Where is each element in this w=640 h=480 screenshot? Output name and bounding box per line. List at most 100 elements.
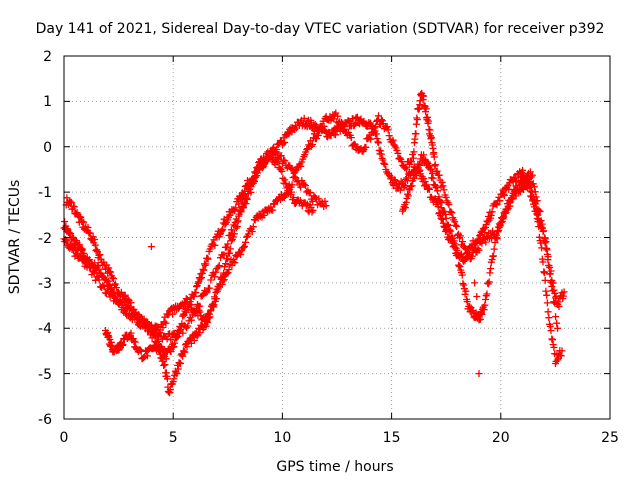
data-point [476, 315, 484, 323]
data-point [195, 329, 203, 337]
data-point [500, 192, 508, 199]
data-point [384, 126, 392, 134]
data-point [478, 239, 486, 247]
data-point [206, 313, 214, 321]
data-point [289, 167, 297, 175]
data-point [504, 202, 512, 210]
data-point [495, 227, 503, 235]
data-point [196, 275, 204, 283]
data-point [391, 176, 398, 184]
data-point [227, 237, 235, 245]
data-point [146, 323, 154, 330]
data-point [375, 112, 382, 120]
data-point [385, 132, 393, 140]
data-point [320, 122, 328, 130]
data-point [537, 239, 545, 247]
data-point [426, 165, 434, 173]
data-point [66, 197, 74, 205]
data-point [522, 183, 530, 191]
data-point [498, 217, 506, 225]
data-point [72, 249, 80, 257]
data-point [429, 174, 437, 182]
data-point [555, 303, 563, 310]
data-point [222, 220, 230, 228]
data-point [454, 252, 462, 259]
x-axis-label: GPS time / hours [276, 459, 393, 475]
data-point [174, 365, 182, 373]
data-point [211, 273, 218, 281]
data-point [434, 187, 441, 195]
data-point [545, 314, 553, 322]
data-point [95, 276, 103, 284]
data-point [278, 167, 286, 175]
data-point [196, 302, 204, 310]
data-point [307, 137, 314, 145]
y-tick-label: -4 [38, 321, 52, 337]
data-point [549, 336, 556, 344]
data-point [260, 157, 268, 165]
data-point [251, 173, 259, 181]
data-point [409, 154, 417, 162]
data-point [279, 139, 287, 147]
data-point [159, 324, 167, 331]
data-point [493, 201, 501, 209]
data-point [314, 131, 322, 139]
data-point [442, 193, 450, 201]
data-point [198, 269, 206, 277]
data-point [451, 240, 459, 248]
data-point [528, 188, 536, 196]
data-point [309, 206, 317, 214]
data-point [86, 229, 94, 237]
data-point [204, 255, 212, 263]
data-point [426, 162, 433, 170]
data-point [202, 322, 210, 330]
data-point [207, 276, 215, 284]
data-point [488, 208, 496, 216]
data-point [250, 177, 258, 185]
data-point [459, 280, 467, 288]
data-point [338, 118, 346, 126]
data-point [452, 221, 460, 229]
data-point [439, 215, 447, 223]
data-point [67, 229, 75, 237]
data-point [412, 130, 420, 138]
data-point [494, 228, 502, 236]
data-point [437, 204, 445, 212]
data-point [70, 244, 78, 252]
data-point [367, 135, 375, 143]
data-point [539, 258, 547, 266]
data-point [302, 182, 309, 190]
data-point [374, 138, 382, 146]
data-point [482, 296, 489, 303]
data-point [535, 233, 543, 241]
data-point [487, 212, 495, 219]
data-point [77, 252, 85, 260]
data-point [244, 230, 252, 238]
data-point [492, 234, 500, 242]
data-point [309, 141, 316, 148]
data-point [159, 355, 167, 363]
data-point [65, 229, 73, 236]
data-point [406, 186, 414, 194]
data-point [67, 198, 75, 206]
data-point [485, 278, 493, 286]
data-point [415, 160, 423, 168]
data-point [260, 211, 268, 219]
data-point [222, 260, 230, 268]
data-point [162, 319, 170, 327]
data-point [543, 291, 551, 299]
axis-ticks [63, 55, 611, 420]
data-point [500, 213, 508, 221]
data-point [207, 306, 215, 314]
y-tick-label: -1 [38, 185, 52, 201]
data-point [281, 176, 289, 184]
data-point [271, 200, 279, 208]
data-point [177, 360, 184, 367]
data-point [219, 273, 227, 281]
data-point [438, 199, 446, 207]
data-point [546, 323, 554, 330]
data-point [377, 150, 385, 158]
data-point [91, 236, 99, 243]
data-point [528, 171, 536, 179]
data-point [435, 171, 443, 179]
